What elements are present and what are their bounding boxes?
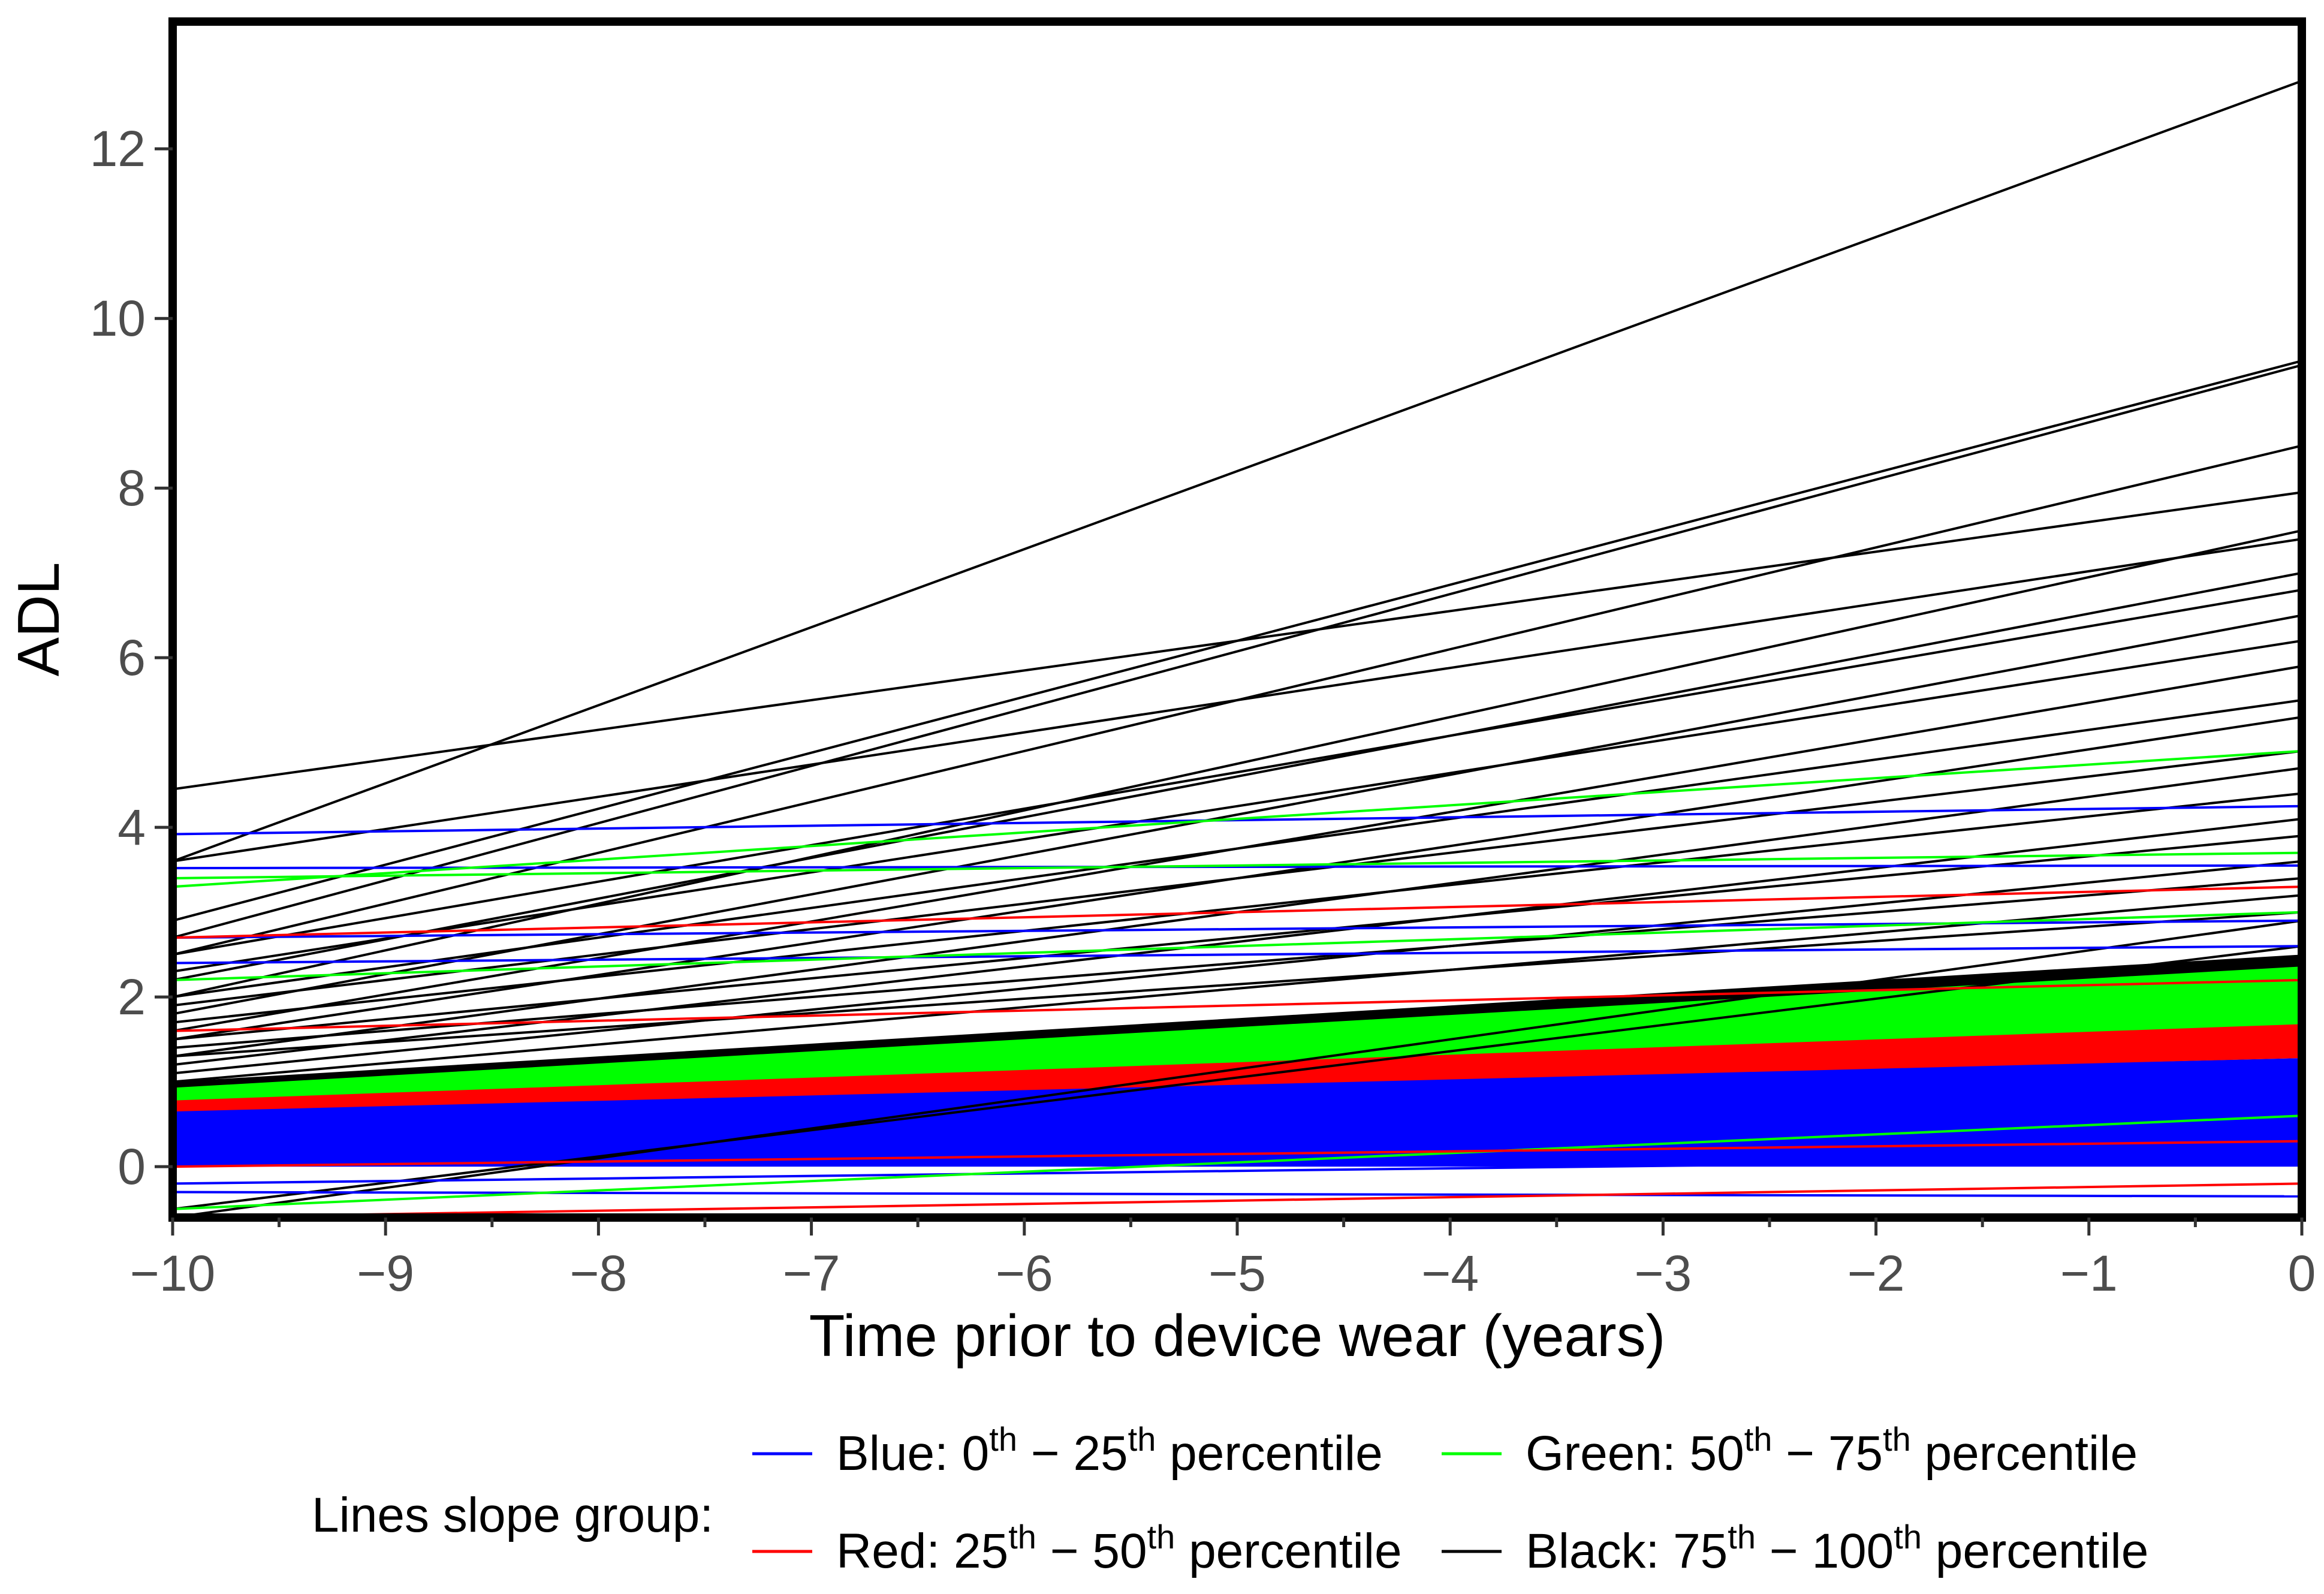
series-line-black-18: [173, 834, 2302, 1041]
y-tick-label-1: 2: [117, 969, 146, 1025]
series-line-black-24: [173, 945, 2302, 1210]
x-tick-label-9: −1: [2060, 1245, 2118, 1301]
y-axis: 0 2 4 6 8 10 12: [90, 120, 173, 1195]
x-tick-label-5: −5: [1208, 1245, 1266, 1301]
series-line-blue-26: [173, 864, 2302, 870]
x-tick-label-4: −6: [996, 1245, 1053, 1301]
series-line-black-7: [173, 571, 2302, 981]
series-line-black-10: [173, 639, 2302, 973]
series-line-red-36: [173, 978, 2302, 1032]
legend-label-red: Red: 25th − 50th percentile: [836, 1518, 1402, 1578]
series-line-black-0: [173, 80, 2302, 863]
series-line-black-19: [173, 860, 2302, 1075]
y-tick-label-0: 0: [117, 1138, 146, 1195]
x-tick-label-6: −4: [1421, 1245, 1479, 1301]
band-red: [173, 1022, 2302, 1112]
series-line-blue-28: [173, 945, 2302, 965]
series-line-black-21: [173, 894, 2302, 1083]
series-line-black-2: [173, 364, 2302, 939]
series-line-black-20: [173, 877, 2302, 1050]
y-tick-label-6: 12: [90, 120, 146, 177]
y-tick-label-4: 8: [117, 460, 146, 516]
series-line-black-5: [173, 529, 2302, 999]
x-tick-label-1: −9: [357, 1245, 414, 1301]
x-tick-label-0: −10: [130, 1245, 216, 1301]
series-line-black-4: [173, 491, 2302, 791]
y-tick-label-3: 6: [117, 629, 146, 686]
series-line-black-8: [173, 589, 2302, 956]
series-line-black-22: [173, 911, 2302, 1058]
series-line-black-17: [173, 818, 2302, 1066]
series-line-blue-30: [173, 1156, 2302, 1185]
x-axis: −10 −9 −8 −7 −6 −5 −4 −3 −2 −1 0: [130, 1218, 2316, 1301]
x-axis-title: Time prior to device wear (years): [809, 1303, 1666, 1369]
x-tick-label-7: −3: [1635, 1245, 1692, 1301]
y-axis-title: ADL: [5, 562, 71, 677]
series-line-blue-25: [173, 804, 2302, 836]
x-tick-label-10: 0: [2288, 1245, 2316, 1301]
series-line-black-6: [173, 538, 2302, 863]
x-tick-label-2: −8: [570, 1245, 628, 1301]
y-tick-label-5: 10: [90, 290, 146, 346]
series-line-red-37: [173, 1182, 2302, 1218]
band-black: [173, 954, 2302, 1088]
x-tick-label-3: −7: [783, 1245, 840, 1301]
series-line-black-23: [173, 919, 2302, 1218]
legend-label-green: Green: 50th − 75th percentile: [1526, 1420, 2138, 1481]
band-green: [173, 965, 2302, 1101]
series-layer: [173, 80, 2302, 1218]
series-line-black-14: [173, 749, 2302, 1007]
legend: Lines slope group: Blue: 0th − 25th perc…: [312, 1420, 2148, 1578]
series-line-black-16: [173, 792, 2302, 1024]
series-line-green-32: [173, 851, 2302, 880]
series-line-green-34: [173, 1114, 2302, 1210]
series-line-red-38: [173, 1140, 2302, 1168]
series-line-black-12: [173, 698, 2302, 999]
series-line-red-35: [173, 885, 2302, 939]
legend-title: Lines slope group:: [312, 1488, 713, 1542]
series-line-green-33: [173, 911, 2302, 981]
series-line-green-31: [173, 749, 2302, 888]
plot-area: [173, 80, 2302, 1218]
legend-label-black: Black: 75th − 100th percentile: [1526, 1518, 2148, 1578]
y-tick-label-2: 4: [117, 799, 146, 855]
x-tick-label-8: −2: [1847, 1245, 1905, 1301]
legend-label-blue: Blue: 0th − 25th percentile: [836, 1420, 1383, 1481]
